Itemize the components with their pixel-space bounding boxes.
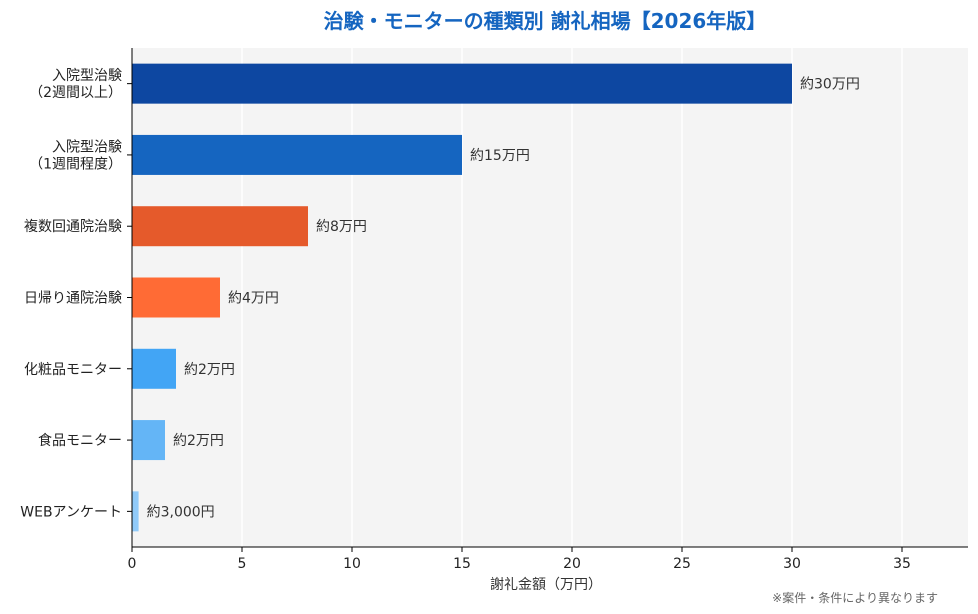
data-label: 約8万円 [316,219,367,235]
bar [132,206,308,247]
data-label: 約2万円 [184,362,235,378]
x-tick-label: 15 [453,556,471,572]
x-axis-tick-labels: 0 5 10 15 20 25 30 35 [128,547,911,572]
x-tick-label: 30 [783,556,801,572]
y-tick-label: 食品モニター [38,432,122,449]
x-tick-label: 25 [673,556,691,572]
x-axis-label: 謝礼金額（万円） [490,577,602,593]
bar [132,277,220,318]
bar [132,134,462,175]
grid-lines [241,48,903,547]
x-tick-label: 20 [563,556,581,572]
footnote: ※案件・条件により異なります [772,590,938,605]
data-label: 約4万円 [228,291,279,307]
bar [132,348,176,389]
chart-title: 治験・モニターの種類別 謝礼相場【2026年版】 [324,9,767,33]
y-tick-label: 複数回通院治験 [24,218,122,235]
y-tick-label: 入院型治験（1週間程度） [29,139,122,172]
y-tick-label: 日帰り通院治験 [24,290,122,307]
y-tick-label: 入院型治験（2週間以上） [29,68,122,101]
bar [132,63,792,104]
x-tick-label: 5 [238,556,247,572]
x-tick-label: 35 [893,556,911,572]
bar [132,420,165,461]
y-tick-label: 化粧品モニター [24,362,122,378]
data-label: 約30万円 [800,77,860,93]
data-label: 約2万円 [173,433,224,449]
x-tick-label: 10 [343,556,361,572]
x-tick-label: 0 [128,556,137,572]
y-axis-tick-labels: 入院型治験（2週間以上） 入院型治験（1週間程度） 複数回通院治験日帰り通院治験化粧… [20,68,132,520]
y-tick-label: WEBアンケート [20,504,122,520]
plot-area [132,48,968,547]
data-label: 約15万円 [470,148,530,164]
bars [132,63,792,532]
bar [132,491,139,532]
data-label: 約3,000円 [147,504,215,520]
